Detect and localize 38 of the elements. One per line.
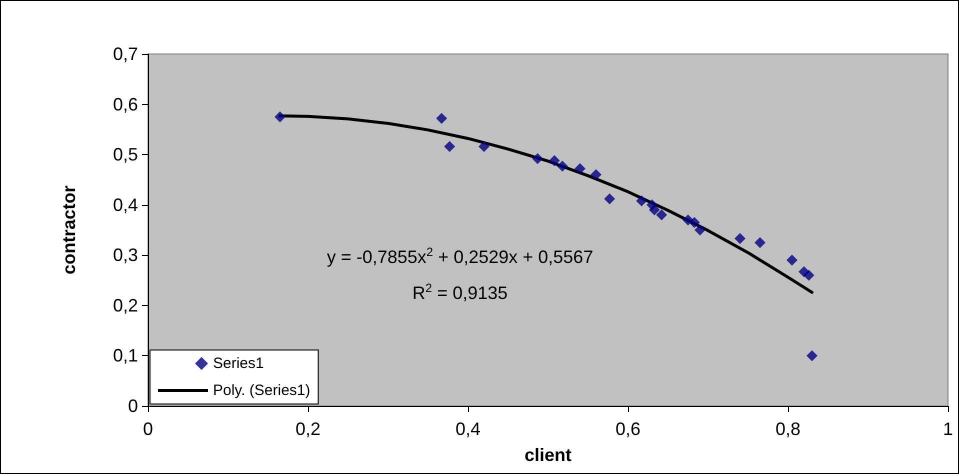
point	[786, 254, 798, 266]
x-tick-label: 1	[942, 419, 954, 439]
x-tick-label: 0,4	[455, 419, 481, 439]
y-tick-label: 0	[128, 396, 138, 416]
legend-label: Series1	[213, 355, 264, 372]
y-tick-label: 0,6	[112, 94, 138, 114]
point	[806, 350, 818, 362]
point	[694, 224, 706, 236]
point	[636, 195, 648, 206]
point	[590, 169, 602, 180]
point	[436, 112, 448, 124]
point	[574, 163, 586, 174]
point	[478, 141, 490, 152]
x-tick-label: 0,2	[295, 419, 321, 439]
point	[444, 141, 456, 152]
point	[656, 209, 668, 220]
x-axis-title: client	[524, 445, 572, 465]
y-tick-label: 0,5	[112, 144, 138, 165]
point	[754, 237, 766, 248]
point	[688, 216, 700, 228]
y-tick-label: 0,4	[112, 194, 138, 215]
y-tick-label: 0,7	[112, 44, 138, 64]
point	[648, 204, 660, 216]
point	[803, 270, 814, 281]
y-tick-label: 0,3	[112, 245, 138, 266]
point	[532, 153, 544, 164]
point	[274, 111, 286, 122]
x-tick-label: 0	[142, 419, 154, 439]
y-axis-title: contractor	[59, 185, 79, 275]
y-tick-label: 0,1	[112, 346, 138, 366]
y-tick-label: 0,2	[112, 295, 138, 316]
point	[556, 160, 568, 172]
point	[734, 233, 746, 244]
x-tick-label: 0,8	[775, 419, 801, 439]
legend-label: Poly. (Series1)	[213, 382, 310, 399]
point	[548, 155, 560, 166]
point	[604, 193, 616, 204]
x-tick-label: 0,6	[615, 419, 641, 439]
